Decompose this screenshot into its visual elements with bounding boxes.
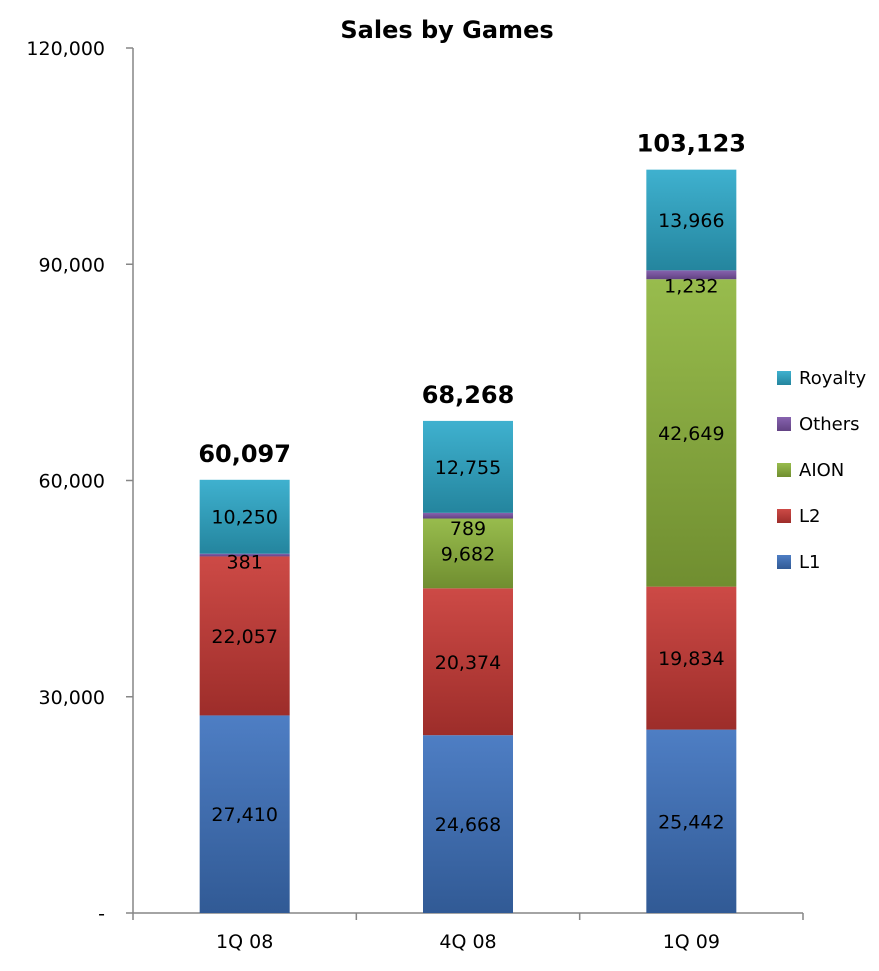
- legend-label-others: Others: [799, 414, 860, 435]
- bar-segment-aion: [646, 279, 737, 587]
- x-tick-label: 1Q 09: [663, 931, 720, 953]
- y-axis-ticks: - 30,000 60,000 90,000 120,000: [26, 38, 133, 925]
- total-label: 68,268: [422, 381, 515, 409]
- data-label-l1: 27,410: [211, 804, 277, 826]
- legend: Royalty Others AION L2 L1: [777, 368, 866, 573]
- data-label-aion: 42,649: [658, 423, 724, 445]
- legend-swatch-aion: [777, 463, 791, 477]
- bar-segment-l1: [646, 729, 737, 913]
- chart-title: Sales by Games: [340, 16, 553, 44]
- bar-segment-aion: [423, 518, 513, 589]
- bar-stacks: 27,410 22,057 381 10,250 60,097 24,668 20,374 9…: [198, 130, 746, 913]
- legend-swatch-others: [777, 417, 791, 431]
- y-tick-label: -: [98, 903, 105, 925]
- bar-segment-others: [199, 553, 290, 557]
- data-label-others: 381: [227, 551, 263, 573]
- data-label-others: 1,232: [664, 275, 718, 297]
- bar-segment-l1: [199, 715, 290, 913]
- data-label-royalty: 13,966: [658, 210, 724, 232]
- data-label-royalty: 12,755: [435, 457, 501, 479]
- x-tick-label: 1Q 08: [216, 931, 273, 953]
- y-tick-label: 90,000: [39, 254, 105, 276]
- data-label-l1: 25,442: [658, 811, 724, 833]
- legend-label-royalty: Royalty: [799, 368, 866, 389]
- y-tick-label: 60,000: [39, 471, 105, 493]
- bar-segment-others: [423, 512, 513, 519]
- legend-label-l1: L1: [799, 552, 820, 573]
- data-label-l2: 19,834: [658, 648, 724, 670]
- bar-segment-royalty: [199, 479, 290, 554]
- data-label-l2: 22,057: [211, 626, 277, 648]
- bar-segment-l1: [423, 735, 513, 913]
- bar-segment-royalty: [646, 169, 737, 271]
- bar-segment-l2: [423, 588, 513, 736]
- legend-swatch-l2: [777, 509, 791, 523]
- y-tick-label: 30,000: [39, 687, 105, 709]
- bar-segment-l2: [646, 586, 737, 730]
- x-tick-label: 4Q 08: [439, 931, 496, 953]
- data-label-l2: 20,374: [435, 652, 501, 674]
- legend-swatch-l1: [777, 555, 791, 569]
- data-label-l1: 24,668: [435, 814, 501, 836]
- total-label: 60,097: [198, 440, 291, 468]
- data-label-aion: 9,682: [441, 543, 495, 565]
- legend-swatch-royalty: [777, 371, 791, 385]
- bar-segment-others: [646, 270, 737, 280]
- bar-segment-royalty: [423, 420, 513, 513]
- legend-label-aion: AION: [799, 460, 844, 481]
- legend-label-l2: L2: [799, 506, 820, 527]
- bar-segment-l2: [199, 556, 290, 716]
- data-label-royalty: 10,250: [211, 507, 277, 529]
- total-label: 103,123: [637, 130, 746, 158]
- y-tick-label: 120,000: [26, 38, 105, 60]
- x-axis-ticks: 1Q 08 4Q 08 1Q 09: [132, 913, 804, 953]
- data-label-others: 789: [450, 518, 486, 540]
